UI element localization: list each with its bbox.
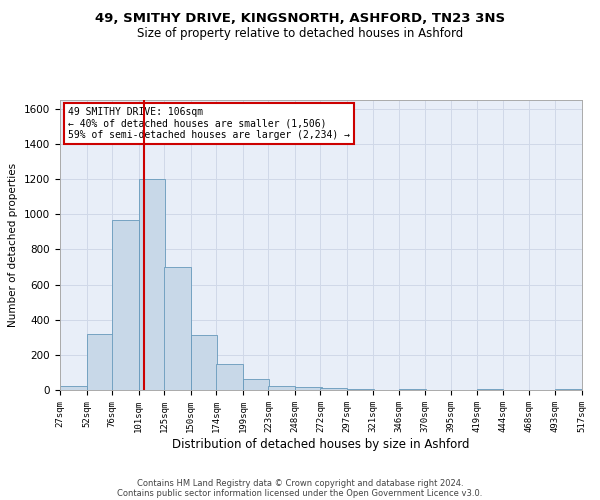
Bar: [112, 220, 139, 390]
Text: Size of property relative to detached houses in Ashford: Size of property relative to detached ho…: [137, 28, 463, 40]
Bar: [139, 179, 165, 390]
Bar: [191, 334, 217, 390]
Bar: [243, 378, 269, 390]
Bar: [86, 334, 113, 390]
Bar: [320, 388, 347, 390]
Bar: [216, 364, 243, 390]
Bar: [60, 386, 86, 390]
Y-axis label: Number of detached properties: Number of detached properties: [8, 163, 19, 327]
Text: 49, SMITHY DRIVE, KINGSNORTH, ASHFORD, TN23 3NS: 49, SMITHY DRIVE, KINGSNORTH, ASHFORD, T…: [95, 12, 505, 26]
Bar: [556, 388, 582, 390]
Bar: [164, 267, 191, 390]
Text: Contains HM Land Registry data © Crown copyright and database right 2024.: Contains HM Land Registry data © Crown c…: [137, 478, 463, 488]
Bar: [295, 388, 322, 390]
Text: Contains public sector information licensed under the Open Government Licence v3: Contains public sector information licen…: [118, 488, 482, 498]
Bar: [268, 386, 295, 390]
X-axis label: Distribution of detached houses by size in Ashford: Distribution of detached houses by size …: [172, 438, 470, 450]
Bar: [347, 389, 374, 390]
Text: 49 SMITHY DRIVE: 106sqm
← 40% of detached houses are smaller (1,506)
59% of semi: 49 SMITHY DRIVE: 106sqm ← 40% of detache…: [68, 108, 350, 140]
Bar: [399, 388, 426, 390]
